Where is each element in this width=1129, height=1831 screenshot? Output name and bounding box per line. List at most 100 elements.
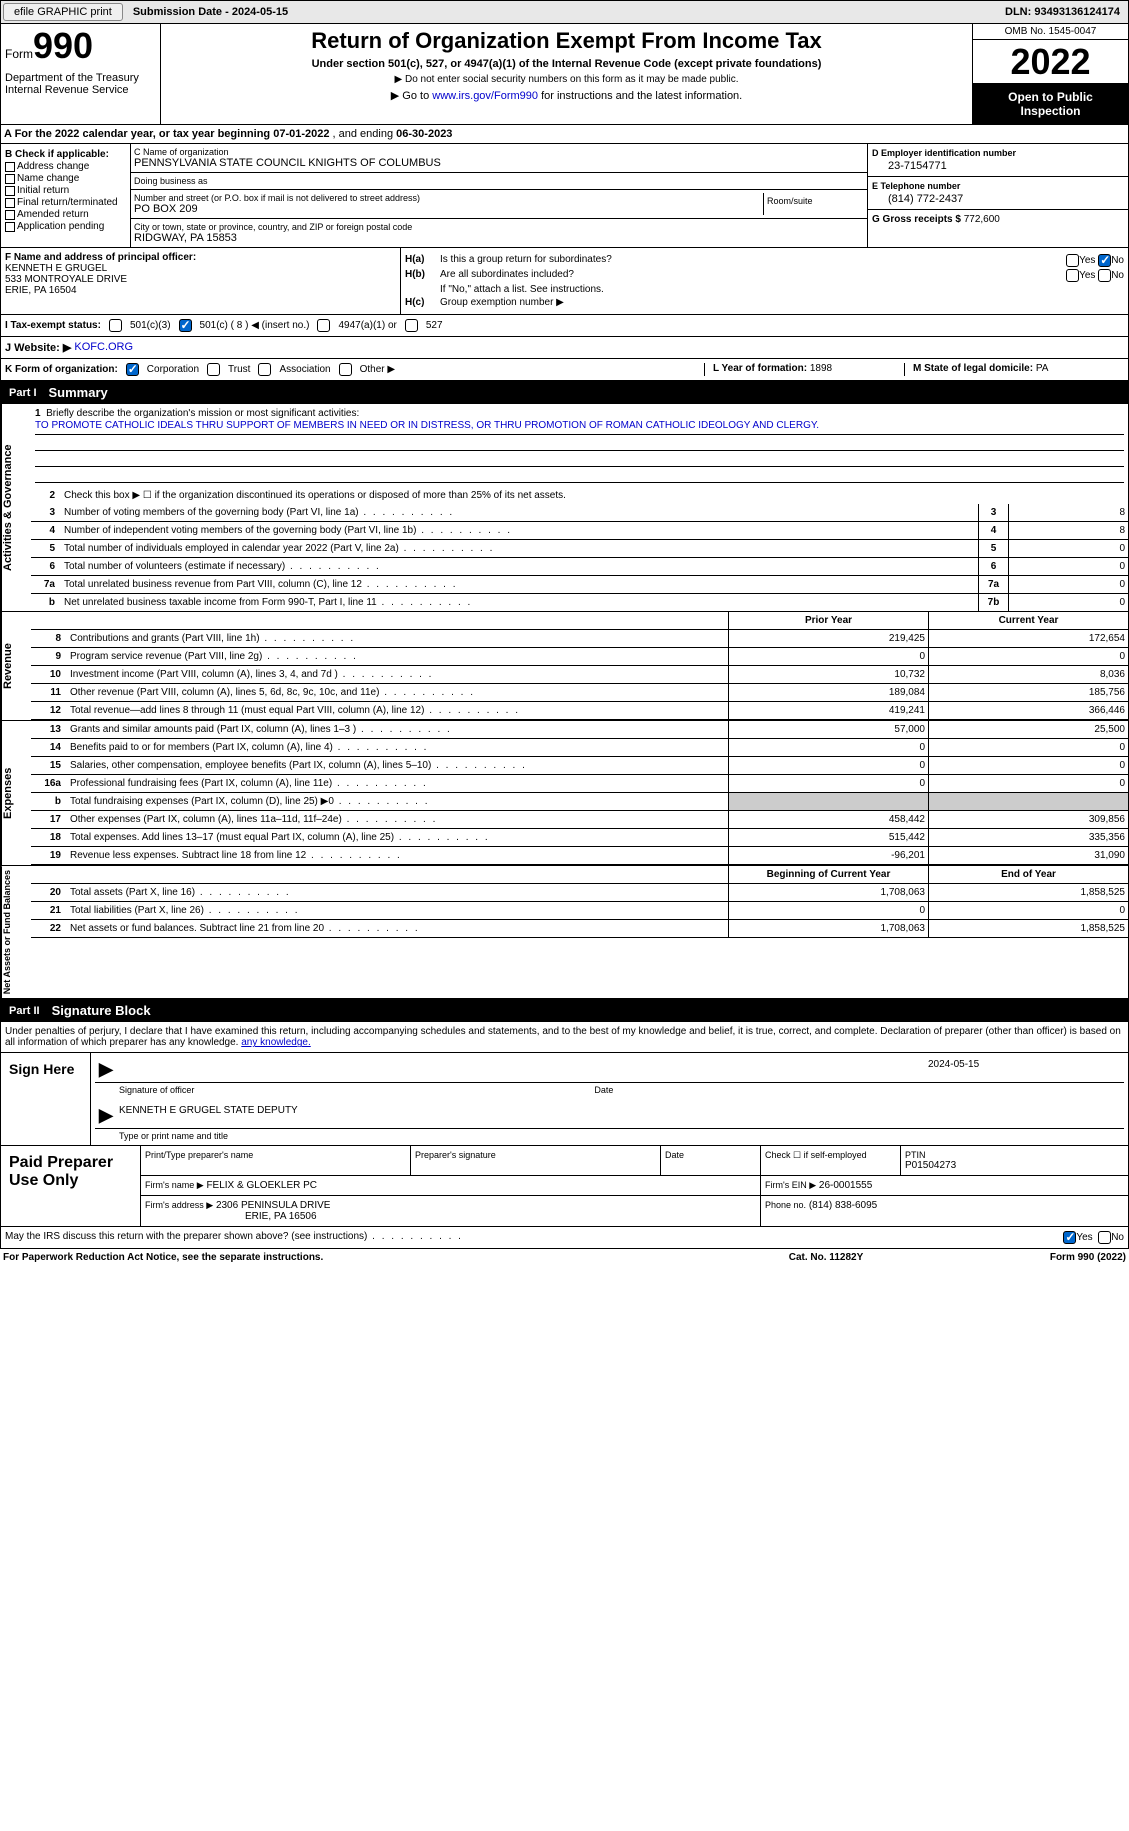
netassets-row: 21Total liabilities (Part X, line 26) 00 [31,902,1128,920]
org-name-label: C Name of organization [134,147,864,157]
expense-row: 15Salaries, other compensation, employee… [31,757,1128,775]
website-link[interactable]: KOFC.ORG [74,341,133,354]
any-knowledge-link[interactable]: any knowledge. [241,1037,311,1048]
col-b: B Check if applicable: Address change Na… [1,144,131,247]
checkbox-application-pending[interactable] [5,222,15,232]
year-formation: 1898 [810,363,832,374]
col-h: H(a) Is this a group return for subordin… [401,248,1128,314]
form-number: 990 [33,25,93,66]
revenue-row: 12Total revenue—add lines 8 through 11 (… [31,702,1128,720]
form-version: Form 990 (2022) [926,1252,1126,1263]
part1-header: Part ISummary [0,381,1129,404]
part2-header: Part IISignature Block [0,999,1129,1022]
chk-501c3[interactable] [109,319,122,332]
phone: (814) 772-2437 [872,193,1124,205]
col-de: D Employer identification number 23-7154… [868,144,1128,247]
officer-name: KENNETH E GRUGEL [5,263,107,274]
room-label: Room/suite [767,196,861,206]
officer-addr1: 533 MONTROYALE DRIVE [5,274,127,285]
open-to-public: Open to Public Inspection [973,84,1128,124]
netassets-row: 22Net assets or fund balances. Subtract … [31,920,1128,938]
firm-addr2: ERIE, PA 16506 [245,1211,317,1222]
tab-revenue: Revenue [1,612,31,720]
checkbox-amended-return[interactable] [5,210,15,220]
dba-label: Doing business as [134,176,864,186]
top-bar: efile GRAPHIC print Submission Date - 20… [0,0,1129,24]
chk-501c[interactable] [179,319,192,332]
expense-row: bTotal fundraising expenses (Part IX, co… [31,793,1128,811]
phone-label: E Telephone number [872,181,1124,191]
form-subtitle: Under section 501(c), 527, or 4947(a)(1)… [165,58,968,70]
chk-4947[interactable] [317,319,330,332]
org-name: PENNSYLVANIA STATE COUNCIL KNIGHTS OF CO… [134,157,864,169]
paperwork-notice: For Paperwork Reduction Act Notice, see … [3,1252,726,1263]
irs-link[interactable]: www.irs.gov/Form990 [432,90,538,102]
tab-expenses: Expenses [1,721,31,865]
revenue-row: 8Contributions and grants (Part VIII, li… [31,630,1128,648]
summary-expenses: Expenses 13Grants and similar amounts pa… [0,721,1129,866]
discuss-yes[interactable] [1063,1231,1076,1244]
tab-netassets: Net Assets or Fund Balances [1,866,31,998]
paid-preparer-label: Paid Preparer Use Only [1,1146,141,1226]
chk-other[interactable] [339,363,352,376]
tax-year: 2022 [973,40,1128,84]
hb-yes[interactable] [1066,269,1079,282]
summary-row: 4Number of independent voting members of… [31,522,1128,540]
chk-corp[interactable] [126,363,139,376]
checkbox-address-change[interactable] [5,162,15,172]
checkbox-final-return[interactable] [5,198,15,208]
firm-ein: 26-0001555 [819,1180,872,1191]
sign-here-label: Sign Here [1,1053,91,1145]
revenue-row: 11Other revenue (Part VIII, column (A), … [31,684,1128,702]
sig-date: 2024-05-15 [924,1057,1124,1082]
summary-row: 6Total number of volunteers (estimate if… [31,558,1128,576]
footer: For Paperwork Reduction Act Notice, see … [0,1249,1129,1266]
summary-revenue: Revenue Prior YearCurrent Year 8Contribu… [0,612,1129,721]
netassets-header: Beginning of Current YearEnd of Year [31,866,1128,884]
col-c: C Name of organization PENNSYLVANIA STAT… [131,144,868,247]
mission-block: 1 Briefly describe the organization's mi… [31,404,1128,487]
cat-no: Cat. No. 11282Y [726,1252,926,1263]
street: PO BOX 209 [134,203,763,215]
chk-527[interactable] [405,319,418,332]
chk-assoc[interactable] [258,363,271,376]
officer-addr2: ERIE, PA 16504 [5,285,77,296]
checkbox-name-change[interactable] [5,174,15,184]
paid-preparer-block: Paid Preparer Use Only Print/Type prepar… [0,1146,1129,1227]
form-header: Form990 Department of the Treasury Inter… [0,24,1129,125]
city-label: City or town, state or province, country… [134,222,864,232]
ha-no[interactable] [1098,254,1111,267]
expense-row: 16aProfessional fundraising fees (Part I… [31,775,1128,793]
summary-row: 5Total number of individuals employed in… [31,540,1128,558]
ha-yes[interactable] [1066,254,1079,267]
chk-trust[interactable] [207,363,220,376]
goto-note: ▶ Go to www.irs.gov/Form990 for instruct… [165,89,968,102]
firm-phone: (814) 838-6095 [809,1200,877,1211]
name-title-label: Type or print name and title [95,1131,1124,1141]
ein-label: D Employer identification number [872,148,1124,158]
revenue-row: 9Program service revenue (Part VIII, lin… [31,648,1128,666]
expense-row: 14Benefits paid to or for members (Part … [31,739,1128,757]
city: RIDGWAY, PA 15853 [134,232,864,244]
dln: DLN: 93493136124174 [1005,6,1128,18]
sig-intro: Under penalties of perjury, I declare th… [0,1022,1129,1053]
mission-text: TO PROMOTE CATHOLIC IDEALS THRU SUPPORT … [35,419,1124,435]
hb-no[interactable] [1098,269,1111,282]
summary-activities: Activities & Governance 1 Briefly descri… [0,404,1129,612]
netassets-row: 20Total assets (Part X, line 16) 1,708,0… [31,884,1128,902]
expense-row: 18Total expenses. Add lines 13–17 (must … [31,829,1128,847]
line-j: J Website: ▶ KOFC.ORG [0,337,1129,359]
expense-row: 17Other expenses (Part IX, column (A), l… [31,811,1128,829]
discuss-no[interactable] [1098,1231,1111,1244]
summary-netassets: Net Assets or Fund Balances Beginning of… [0,866,1129,999]
omb-number: OMB No. 1545-0047 [973,24,1128,40]
expense-row: 13Grants and similar amounts paid (Part … [31,721,1128,739]
efile-print-button[interactable]: efile GRAPHIC print [3,3,123,21]
tab-activities: Activities & Governance [1,404,31,611]
summary-row: 3Number of voting members of the governi… [31,504,1128,522]
sign-here-block: Sign Here ▶ 2024-05-15 Signature of offi… [0,1053,1129,1146]
checkbox-initial-return[interactable] [5,186,15,196]
revenue-header: Prior YearCurrent Year [31,612,1128,630]
discuss-question: May the IRS discuss this return with the… [0,1227,1129,1249]
sig-officer-label: Signature of officer [119,1085,194,1095]
